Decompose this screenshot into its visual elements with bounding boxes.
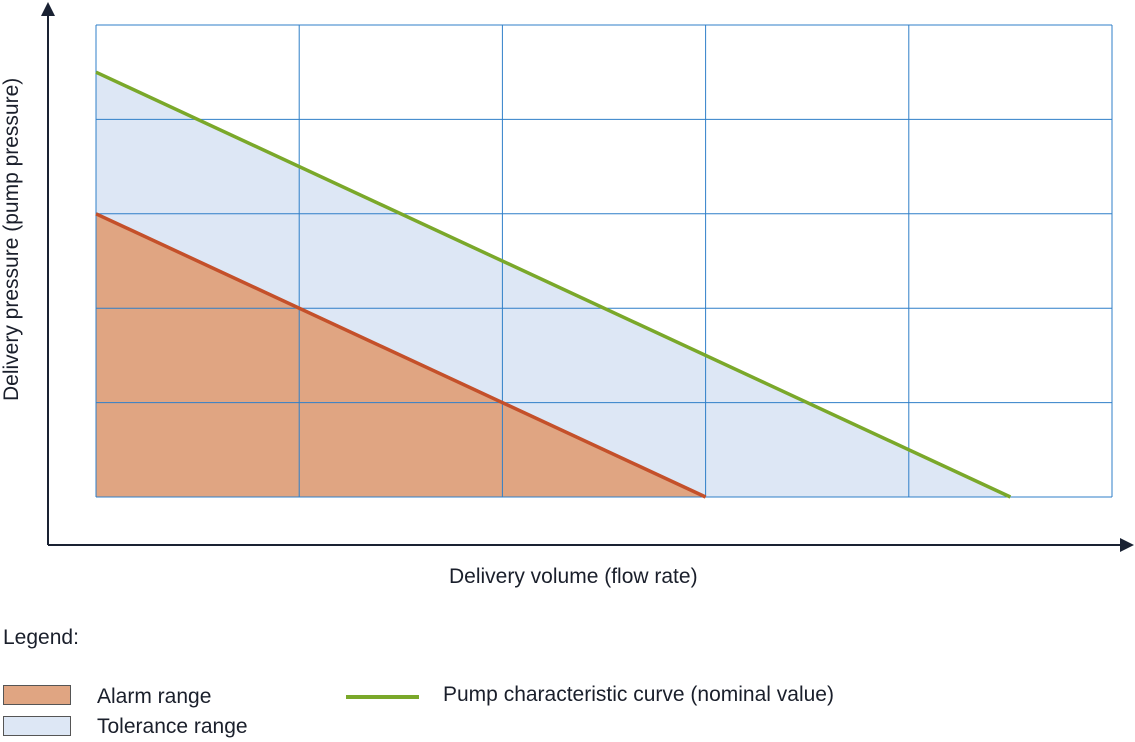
legend-label-pump-curve: Pump characteristic curve (nominal value… [443,683,834,706]
legend-title: Legend: [3,626,79,649]
x-axis-arrow-icon [1120,538,1134,552]
legend-swatch-alarm [3,685,71,705]
y-axis-arrow-icon [41,2,55,16]
legend-label-tolerance: Tolerance range [97,715,248,738]
x-axis-label: Delivery volume (flow rate) [449,565,698,588]
legend-swatch-tolerance [3,716,71,736]
legend-label-alarm: Alarm range [97,685,212,708]
pump-curve-line [95,70,1012,499]
y-axis-label: Delivery pressure (pump pressure) [0,77,23,401]
alarm-boundary-line [95,212,707,499]
legend-line-pump-curve [346,695,419,699]
